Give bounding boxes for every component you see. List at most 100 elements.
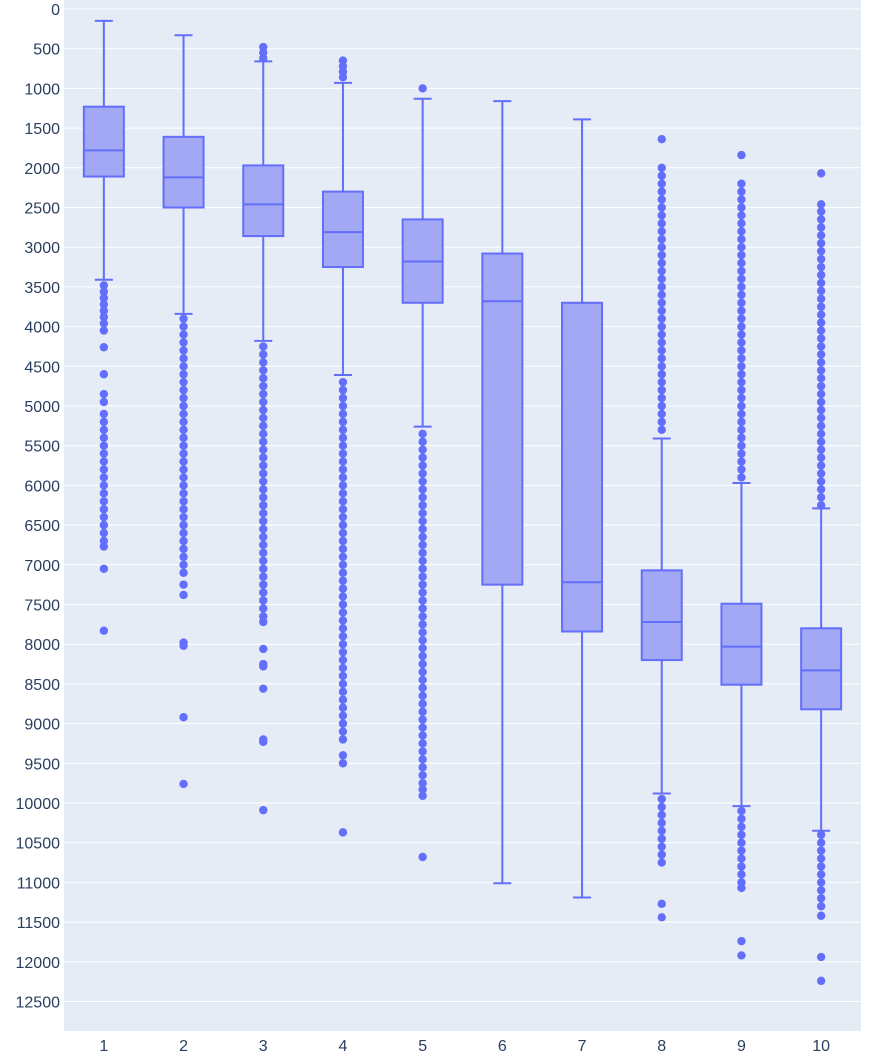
outlier-point [418,516,427,526]
outlier-point [259,493,268,502]
outlier-point [99,542,109,551]
outlier-point [418,461,427,470]
outlier-point [737,250,746,260]
outlier-point [737,838,746,847]
y-tick-label: 7000 [24,558,60,575]
outlier-point [816,278,826,288]
outlier-point [657,322,666,331]
outlier-point [179,552,188,562]
outlier-point [99,417,109,427]
y-tick-label: 8000 [24,637,60,654]
outlier-point [338,687,348,697]
outlier-point [338,624,348,633]
outlier-point [338,489,348,498]
outlier-point [418,659,427,669]
outlier-point [816,846,826,855]
outlier-point [259,644,268,654]
outlier-point [418,628,427,637]
outlier-point [179,481,188,490]
outlier-point [99,473,109,482]
outlier-point [657,282,666,292]
outlier-point [99,293,109,303]
outlier-point [816,870,826,879]
outlier-point [418,852,427,862]
y-tick-label: 10000 [16,796,61,813]
y-tick-label: 9000 [24,717,60,734]
outlier-point [338,385,348,395]
outlier-point [816,838,826,847]
outlier-point [657,370,666,379]
outlier-point [259,350,268,359]
outlier-point [99,457,109,466]
outlier-point [418,667,427,677]
outlier-point [99,564,109,573]
outlier-point [737,258,746,268]
outlier-point [259,501,268,510]
outlier-point [816,878,826,887]
outlier-point [657,425,666,435]
outlier-point [816,461,826,470]
outlier-point [338,640,348,649]
outlier-point [259,477,268,486]
outlier-point [657,385,666,395]
outlier-point [657,314,666,323]
outlier-point [418,580,427,589]
outlier-point [418,540,427,550]
outlier-point [259,572,268,581]
outlier-point [179,505,188,514]
outlier-point [657,802,666,812]
outlier-point [179,528,188,538]
outlier-point [338,584,348,593]
outlier-point [657,834,666,843]
outlier-point [737,370,746,379]
outlier-point [816,421,826,431]
outlier-point [816,215,826,224]
outlier-point [99,287,109,296]
outlier-point [179,362,188,371]
outlier-point [737,465,746,474]
outlier-point [816,493,826,502]
outlier-point [816,254,826,264]
outlier-point [179,370,188,379]
outlier-point [99,465,109,474]
outlier-point [338,393,348,403]
outlier-point [816,413,826,423]
outlier-point [179,544,188,554]
outlier-point [737,951,746,960]
outlier-point [338,449,348,458]
outlier-point [418,755,427,764]
outlier-point [338,73,348,82]
outlier-point [338,409,348,419]
outlier-point [816,894,826,903]
box-group-10 [800,169,843,986]
outlier-point [737,854,746,863]
outlier-point [737,385,746,395]
outlier-point [418,771,427,780]
outlier-point [816,830,826,839]
outlier-point [259,548,268,558]
outlier-point [657,290,666,300]
box-iqr [720,602,763,686]
outlier-point [179,441,188,450]
outlier-point [338,751,348,760]
outlier-point [816,429,826,438]
outlier-point [418,501,427,510]
outlier-point [657,203,666,212]
outlier-point [338,417,348,427]
box-series [82,19,843,986]
outlier-point [338,671,348,681]
outlier-point [816,326,826,335]
outlier-point [737,227,746,236]
outlier-point [418,437,427,446]
outlier-point [657,187,666,196]
outlier-point [179,457,188,466]
outlier-point [737,936,746,946]
outlier-point [816,477,826,486]
outlier-point [179,401,188,411]
outlier-point [338,465,348,474]
outlier-point [99,520,109,530]
outlier-point [179,314,188,323]
outlier-point [179,497,188,506]
outlier-point [259,389,268,399]
